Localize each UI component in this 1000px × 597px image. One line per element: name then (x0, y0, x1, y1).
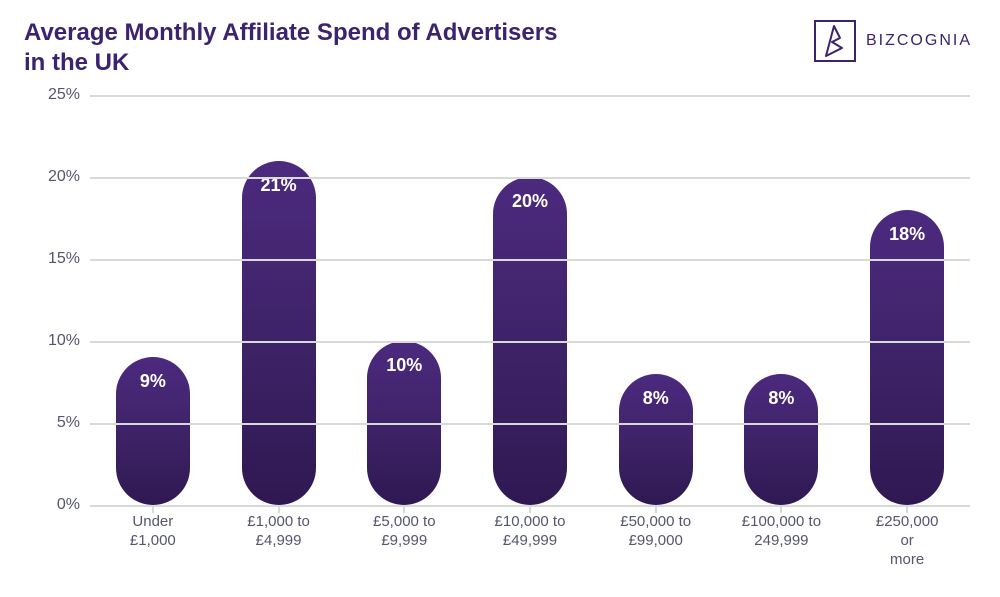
bars-container: 9% 21% 10% 20% 8% 8% 18% (90, 95, 970, 505)
x-label-line2: £9,999 (381, 532, 427, 549)
bar-value-label: 20% (512, 191, 548, 212)
x-axis-label: £250,000 or more (876, 513, 939, 569)
x-axis-label: £50,000 to £99,000 (620, 513, 691, 551)
brand-name: BIZCOGNIA (866, 32, 972, 50)
x-label-line2: 249,999 (754, 532, 808, 549)
gridline (90, 259, 970, 261)
x-label-line1: £50,000 to (620, 513, 691, 530)
gridline (90, 341, 970, 343)
brand-logo-icon (814, 20, 856, 62)
bar: 18% (870, 210, 944, 505)
plot-area: 9% 21% 10% 20% 8% 8% 18% (90, 95, 970, 505)
x-tick (152, 505, 154, 513)
x-label-line1: £100,000 to (742, 513, 821, 530)
x-label-line1: £250,000 or (876, 513, 939, 549)
gridline (90, 177, 970, 179)
chart-title: Average Monthly Affiliate Spend of Adver… (24, 18, 557, 78)
bar-value-label: 8% (768, 388, 794, 409)
bar-value-label: 8% (643, 388, 669, 409)
x-tick (278, 505, 280, 513)
x-tick (403, 505, 405, 513)
y-axis-label: 20% (30, 168, 80, 186)
bar-value-label: 18% (889, 224, 925, 245)
x-axis-label: Under £1,000 (130, 513, 176, 551)
brand: BIZCOGNIA (814, 20, 972, 62)
x-label-line2: more (890, 551, 924, 568)
bar: 8% (744, 374, 818, 505)
y-axis-label: 25% (30, 86, 80, 104)
chart-title-line1: Average Monthly Affiliate Spend of Adver… (24, 19, 557, 46)
x-label-line1: £1,000 to (247, 513, 310, 530)
chart-title-line2: in the UK (24, 49, 129, 76)
bar: 21% (242, 161, 316, 505)
y-axis-label: 10% (30, 332, 80, 350)
x-label-line1: £10,000 to (495, 513, 566, 530)
bar-value-label: 10% (386, 355, 422, 376)
y-axis-label: 15% (30, 250, 80, 268)
x-label-line2: £49,999 (503, 532, 557, 549)
gridline (90, 95, 970, 97)
x-tick (655, 505, 657, 513)
bar-value-label: 9% (140, 371, 166, 392)
x-tick (780, 505, 782, 513)
chart-area: 9%21%10%20%8%8%18% 0%5%10%15%20%25% Unde… (30, 95, 970, 555)
x-axis-label: £100,000 to 249,999 (742, 513, 821, 551)
y-axis-label: 5% (30, 414, 80, 432)
x-tick (906, 505, 908, 513)
x-axis-label: £10,000 to £49,999 (495, 513, 566, 551)
x-label-line1: Under (132, 513, 173, 530)
x-label-line2: £1,000 (130, 532, 176, 549)
x-tick (529, 505, 531, 513)
x-axis-label: £5,000 to £9,999 (373, 513, 436, 551)
x-axis-label: £1,000 to £4,999 (247, 513, 310, 551)
bar: 9% (116, 357, 190, 505)
x-label-line2: £99,000 (629, 532, 683, 549)
bar: 8% (619, 374, 693, 505)
x-label-line1: £5,000 to (373, 513, 436, 530)
page-root: Average Monthly Affiliate Spend of Adver… (0, 0, 1000, 597)
y-axis-label: 0% (30, 496, 80, 514)
gridline (90, 423, 970, 425)
x-label-line2: £4,999 (256, 532, 302, 549)
